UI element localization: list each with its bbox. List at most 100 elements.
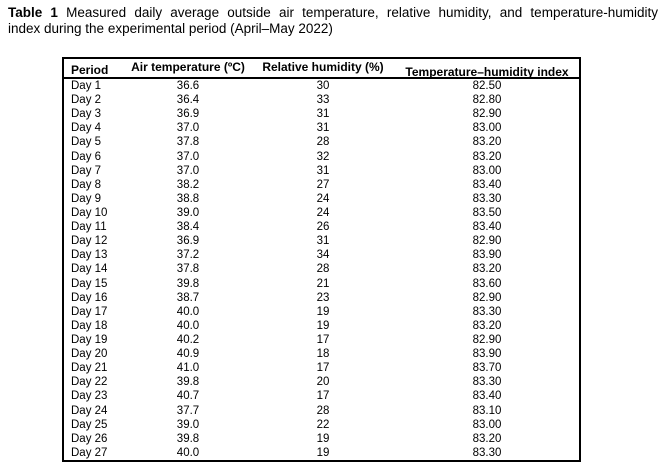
cell-period: Day 15: [71, 277, 108, 290]
cell-air-temperature: 40.2: [176, 334, 200, 347]
cell-temperature-humidity-index: 82.90: [472, 235, 502, 248]
cell-period: Day 7: [71, 164, 102, 177]
table-row: Day 5 37.8 28 83.20: [63, 135, 580, 149]
cell-air-temperature: 40.7: [176, 390, 200, 403]
cell-period: Day 14: [71, 263, 108, 276]
cell-relative-humidity: 23: [316, 291, 330, 304]
table-row: Day 15 39.8 21 83.60: [63, 277, 580, 291]
cell-period: Day 17: [71, 305, 108, 318]
column-header-period: Period: [63, 58, 125, 79]
cell-temperature-humidity-index: 82.80: [472, 94, 502, 107]
table-row: Day 8 38.2 27 83.40: [63, 178, 580, 192]
cell-relative-humidity: 19: [316, 432, 330, 445]
table-row: Day 27 40.0 19 83.30: [63, 446, 580, 461]
cell-period: Day 19: [71, 334, 108, 347]
table-row: Day 16 38.7 23 82.90: [63, 291, 580, 305]
cell-relative-humidity: 26: [316, 221, 330, 234]
cell-relative-humidity: 21: [316, 277, 330, 290]
cell-period: Day 8: [71, 178, 102, 191]
cell-air-temperature: 40.0: [176, 446, 200, 459]
cell-period: Day 6: [71, 150, 102, 163]
cell-temperature-humidity-index: 82.90: [472, 334, 502, 347]
cell-air-temperature: 39.0: [176, 418, 200, 431]
cell-period: Day 4: [71, 122, 102, 135]
cell-air-temperature: 38.4: [176, 221, 200, 234]
cell-temperature-humidity-index: 83.10: [472, 404, 502, 417]
cell-relative-humidity: 28: [316, 263, 330, 276]
cell-period: Day 18: [71, 319, 108, 332]
table-row: Day 23 40.7 17 83.40: [63, 389, 580, 403]
cell-temperature-humidity-index: 83.30: [472, 446, 502, 459]
cell-period: Day 3: [71, 108, 102, 121]
cell-relative-humidity: 24: [316, 192, 330, 205]
cell-air-temperature: 39.8: [176, 376, 200, 389]
cell-relative-humidity: 24: [316, 207, 330, 220]
table-row: Day 9 38.8 24 83.30: [63, 192, 580, 206]
cell-relative-humidity: 28: [316, 136, 330, 149]
cell-temperature-humidity-index: 83.20: [472, 136, 502, 149]
cell-relative-humidity: 19: [316, 305, 330, 318]
cell-period: Day 25: [71, 418, 108, 431]
table-row: Day 26 39.8 19 83.20: [63, 432, 580, 446]
table-row: Day 4 37.0 31 83.00: [63, 121, 580, 135]
table-row: Day 2 36.4 33 82.80: [63, 93, 580, 107]
cell-period: Day 5: [71, 136, 102, 149]
cell-period: Day 2: [71, 94, 102, 107]
cell-relative-humidity: 31: [316, 122, 330, 135]
column-header-air-temperature: Air temperature (ºC): [125, 58, 251, 79]
cell-period: Day 1: [71, 80, 102, 93]
table-caption-line1: Table 1 Measured daily average outside a…: [8, 5, 658, 21]
cell-air-temperature: 39.8: [176, 277, 200, 290]
cell-air-temperature: 37.8: [176, 263, 200, 276]
column-header-temperature-humidity-index: Temperature–humidity index: [395, 58, 580, 79]
cell-air-temperature: 38.8: [176, 192, 200, 205]
cell-air-temperature: 40.9: [176, 348, 200, 361]
cell-air-temperature: 36.6: [176, 80, 200, 93]
table-row: Day 6 37.0 32 83.20: [63, 150, 580, 164]
table-caption-label: Table 1: [8, 5, 58, 20]
cell-relative-humidity: 34: [316, 249, 330, 262]
cell-temperature-humidity-index: 83.00: [472, 418, 502, 431]
cell-air-temperature: 39.0: [176, 207, 200, 220]
cell-temperature-humidity-index: 83.60: [472, 277, 502, 290]
cell-relative-humidity: 27: [316, 178, 330, 191]
table-body: Day 1 36.6 30 82.50 Day 2 36.4 33 82.80 Day 3 36.…: [63, 78, 580, 461]
cell-temperature-humidity-index: 83.20: [472, 319, 502, 332]
table-row: Day 7 37.0 31 83.00: [63, 164, 580, 178]
table-row: Day 13 37.2 34 83.90: [63, 248, 580, 262]
cell-air-temperature: 39.8: [176, 432, 200, 445]
cell-relative-humidity: 17: [316, 362, 330, 375]
cell-temperature-humidity-index: 83.30: [472, 376, 502, 389]
cell-relative-humidity: 33: [316, 94, 330, 107]
table-row: Day 24 37.7 28 83.10: [63, 404, 580, 418]
cell-period: Day 11: [71, 221, 107, 234]
cell-period: Day 12: [71, 235, 108, 248]
cell-relative-humidity: 17: [316, 390, 330, 403]
cell-air-temperature: 37.2: [176, 249, 200, 262]
cell-air-temperature: 36.9: [176, 235, 200, 248]
cell-period: Day 27: [71, 446, 108, 459]
cell-air-temperature: 41.0: [176, 362, 200, 375]
table-caption-text: Measured daily average outside air tempe…: [66, 5, 658, 20]
cell-air-temperature: 38.7: [176, 291, 200, 304]
cell-temperature-humidity-index: 82.90: [472, 291, 502, 304]
cell-temperature-humidity-index: 83.00: [472, 122, 502, 135]
table-row: Day 12 36.9 31 82.90: [63, 234, 580, 248]
cell-period: Day 10: [71, 207, 108, 220]
table-row: Day 25 39.0 22 83.00: [63, 418, 580, 432]
table-row: Day 11 38.4 26 83.40: [63, 220, 580, 234]
cell-relative-humidity: 20: [316, 376, 330, 389]
cell-temperature-humidity-index: 83.90: [472, 348, 502, 361]
cell-relative-humidity: 17: [316, 334, 330, 347]
cell-relative-humidity: 31: [316, 235, 330, 248]
table-row: Day 22 39.8 20 83.30: [63, 375, 580, 389]
cell-relative-humidity: 18: [316, 348, 330, 361]
cell-period: Day 21: [71, 362, 108, 375]
cell-air-temperature: 40.0: [176, 319, 200, 332]
cell-period: Day 13: [71, 249, 108, 262]
cell-air-temperature: 37.0: [176, 150, 200, 163]
cell-period: Day 20: [71, 348, 108, 361]
table-row: Day 10 39.0 24 83.50: [63, 206, 580, 220]
cell-relative-humidity: 32: [316, 150, 330, 163]
